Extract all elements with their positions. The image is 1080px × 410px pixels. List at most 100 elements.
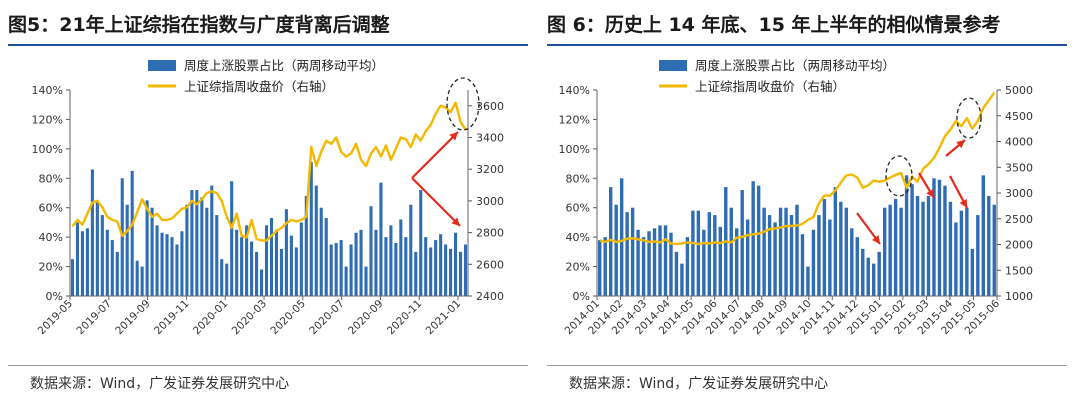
bar (932, 178, 936, 296)
right-axis-tick-label: 3000 (476, 195, 504, 208)
bar (915, 195, 920, 296)
bar (90, 169, 94, 296)
left-axis-tick-label: 140% (559, 84, 590, 97)
index-line (599, 91, 996, 246)
bar (384, 237, 388, 296)
title-divider (547, 44, 1067, 46)
bar (630, 207, 635, 296)
bar (85, 228, 89, 296)
left-axis-tick-label: 80% (566, 172, 590, 185)
right-axis-tick-label: 3600 (476, 100, 504, 113)
bar (718, 226, 722, 296)
x-axis-tick-label: 2020-01 (191, 298, 231, 338)
bar (691, 210, 695, 296)
bar (424, 237, 428, 296)
bar (669, 232, 673, 296)
x-axis-tick-label: 2020-05 (268, 298, 308, 338)
bar (663, 225, 668, 296)
bar (75, 222, 80, 296)
bar (773, 222, 777, 296)
bar (240, 237, 244, 296)
bar (899, 207, 903, 296)
bar (463, 244, 468, 296)
bar (354, 232, 358, 296)
bar (789, 215, 794, 296)
bar (778, 207, 783, 296)
bar (850, 228, 854, 296)
bar (419, 190, 423, 296)
bar (976, 215, 980, 296)
bar (904, 175, 909, 296)
right-axis-tick-label: 2600 (476, 258, 504, 271)
bar (855, 237, 859, 296)
bar (359, 229, 363, 296)
bar (888, 204, 892, 296)
bar (439, 234, 443, 296)
bar (284, 209, 288, 296)
bar (259, 269, 264, 296)
right-axis-tick-label: 4000 (1005, 136, 1033, 149)
bar (861, 248, 865, 296)
legend-bar-swatch (659, 60, 687, 71)
left-axis-tick-label: 100% (559, 143, 590, 156)
bar (329, 244, 333, 296)
left-axis-tick-label: 120% (32, 113, 63, 126)
legend-bar-swatch (148, 60, 176, 71)
bar (641, 237, 646, 296)
bar (702, 229, 706, 296)
bar (165, 234, 169, 296)
bar (135, 260, 139, 296)
bar (756, 185, 761, 296)
bar (992, 204, 996, 296)
bar (784, 207, 788, 296)
arrow-head (956, 140, 965, 149)
bar (235, 229, 239, 296)
figure-panel-left: 图5：21年上证综指在指数与广度背离后调整 周度上涨股票占比（两周移动平均） 上证… (8, 0, 533, 410)
bar (324, 218, 328, 296)
index-line (71, 101, 467, 242)
bar (155, 225, 159, 296)
bar (210, 185, 214, 296)
source-divider (547, 365, 1067, 366)
left-axis-tick-label: 0% (46, 290, 63, 303)
bar (598, 240, 602, 296)
bar (339, 240, 343, 296)
bar (269, 218, 274, 296)
left-axis-tick-label: 20% (39, 261, 63, 274)
bar (414, 251, 418, 296)
bar (394, 243, 398, 296)
bar (970, 248, 975, 296)
bar (795, 204, 799, 296)
bar (636, 229, 640, 296)
x-axis-tick-label: 2019-05 (36, 298, 76, 338)
bar (225, 263, 229, 296)
bar (647, 231, 651, 296)
bar (399, 219, 403, 296)
bar (454, 232, 458, 296)
x-axis-tick-label: 2020-11 (385, 298, 425, 338)
source-note-left: 数据来源：Wind，广发证券发展研究中心 (30, 376, 290, 392)
bar (449, 248, 453, 296)
bar (334, 243, 338, 296)
arrow-head (959, 199, 967, 208)
x-axis-tick-label: 2019-07 (74, 298, 114, 338)
bar (839, 201, 843, 296)
bar (185, 204, 189, 296)
bar (674, 251, 679, 296)
bar (389, 225, 393, 296)
left-axis-tick-label: 0% (573, 290, 590, 303)
bar (614, 204, 618, 296)
bar (120, 178, 124, 296)
bar (250, 241, 254, 296)
bar (160, 232, 164, 296)
bar (309, 162, 313, 296)
legend-line-label: 上证综指周收盘价（右轴） (695, 79, 845, 94)
bar (190, 190, 194, 296)
bar (230, 181, 234, 296)
bar (434, 240, 438, 296)
bar (713, 215, 717, 296)
bar (429, 247, 433, 296)
left-axis-tick-label: 60% (39, 202, 63, 215)
arrow-shaft (411, 131, 459, 179)
figure-panel-right: 图 6：历史上 14 年底、15 年上半年的相似情景参考 周度上涨股票占比（两周… (547, 0, 1072, 410)
